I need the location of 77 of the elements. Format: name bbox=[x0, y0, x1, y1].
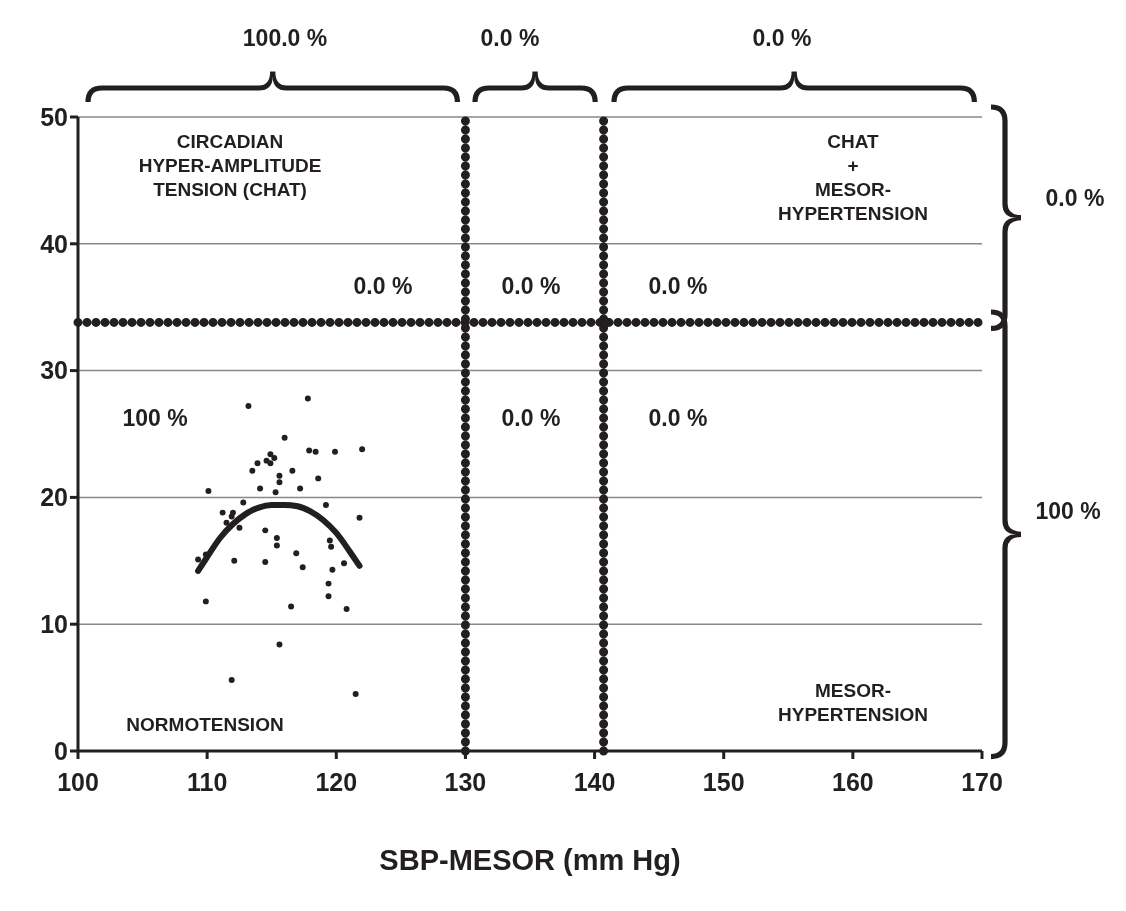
point bbox=[356, 514, 363, 521]
point bbox=[328, 543, 335, 550]
x-tick-label: 130 bbox=[444, 767, 487, 796]
annotation: 100 % bbox=[122, 405, 188, 432]
point bbox=[306, 447, 313, 454]
point bbox=[228, 513, 235, 520]
y-tick-label: 0 bbox=[54, 736, 68, 765]
point bbox=[329, 566, 336, 573]
point bbox=[352, 690, 359, 697]
point bbox=[276, 641, 283, 648]
annotation: 0.0 % bbox=[501, 405, 561, 432]
point bbox=[315, 475, 322, 482]
point bbox=[325, 580, 332, 587]
point bbox=[343, 606, 350, 612]
text: 0.0 % bbox=[1045, 185, 1105, 212]
text: 100.0 % bbox=[242, 25, 328, 52]
point bbox=[195, 556, 202, 563]
x-tick-label: 110 bbox=[186, 767, 228, 796]
point bbox=[299, 564, 306, 571]
point bbox=[240, 499, 247, 506]
annotation: NORMOTENSION bbox=[126, 714, 284, 736]
point bbox=[202, 598, 209, 605]
x-tick-label: 170 bbox=[961, 767, 1003, 796]
annotation: MESOR- HYPERTENSION bbox=[778, 680, 928, 726]
point bbox=[257, 485, 264, 492]
point bbox=[236, 524, 243, 531]
point bbox=[205, 488, 212, 495]
point bbox=[304, 395, 311, 402]
text: 0.0 % bbox=[752, 25, 812, 52]
x-tick-label: 100 bbox=[57, 767, 99, 796]
point bbox=[326, 537, 333, 544]
point bbox=[288, 603, 295, 610]
point bbox=[322, 502, 329, 508]
annotation: CHAT + MESOR- HYPERTENSION bbox=[778, 131, 928, 225]
point bbox=[325, 593, 332, 600]
x-axis-title: SBP-MESOR (mm Hg) bbox=[379, 844, 681, 876]
point bbox=[359, 446, 366, 453]
point bbox=[262, 527, 269, 534]
y-tick-label: 10 bbox=[40, 610, 68, 639]
point bbox=[297, 485, 304, 492]
point bbox=[273, 535, 280, 541]
point bbox=[228, 677, 235, 683]
point bbox=[312, 448, 319, 455]
text: 0.0 % bbox=[480, 25, 540, 52]
x-tick-label: 160 bbox=[832, 767, 874, 796]
annotation: CIRCADIAN HYPER-AMPLITUDE TENSION (CHAT) bbox=[138, 131, 322, 201]
point bbox=[245, 403, 252, 410]
point bbox=[254, 460, 261, 467]
point bbox=[273, 542, 280, 549]
y-tick-label: 20 bbox=[40, 483, 68, 512]
annotation: 0.0 % bbox=[648, 273, 708, 300]
point bbox=[276, 472, 283, 479]
annotation: 0.0 % bbox=[353, 273, 413, 300]
point bbox=[231, 557, 238, 564]
point bbox=[219, 509, 226, 516]
point bbox=[293, 550, 300, 557]
point bbox=[289, 467, 296, 474]
point bbox=[249, 467, 256, 474]
point bbox=[276, 479, 283, 486]
point bbox=[281, 434, 288, 441]
y-tick-label: 30 bbox=[40, 356, 68, 385]
point bbox=[267, 460, 274, 467]
annotation: 0.0 % bbox=[648, 405, 708, 432]
y-tick-label: 40 bbox=[40, 229, 68, 258]
x-tick-label: 140 bbox=[573, 767, 616, 796]
point bbox=[267, 451, 274, 458]
point bbox=[341, 560, 348, 567]
text: 100 % bbox=[1035, 498, 1101, 525]
x-tick-label: 120 bbox=[315, 767, 358, 796]
point bbox=[223, 519, 230, 526]
point bbox=[271, 455, 278, 462]
x-tick-label: 150 bbox=[702, 767, 745, 796]
point bbox=[262, 559, 269, 566]
point bbox=[332, 448, 338, 455]
y-tick-label: 50 bbox=[40, 102, 68, 131]
annotation: 0.0 % bbox=[501, 273, 561, 300]
point bbox=[272, 489, 279, 496]
